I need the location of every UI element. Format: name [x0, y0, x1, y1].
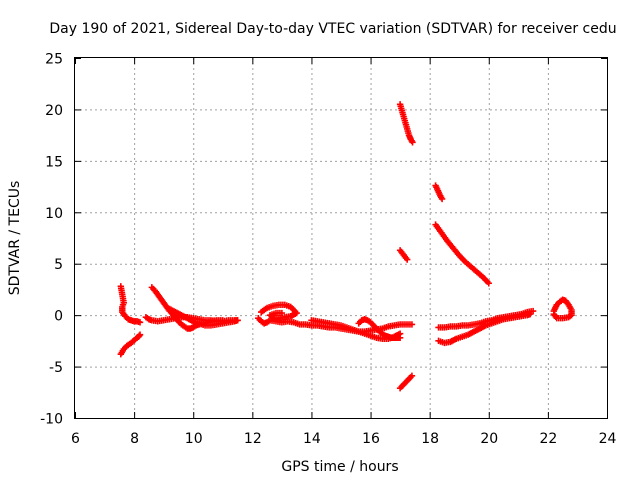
- plot-frame: [74, 57, 608, 419]
- data-point: [278, 309, 286, 317]
- data-point: [404, 256, 411, 263]
- y-tick-labels: -10 -5 0 5 10 15 20 25: [40, 52, 63, 428]
- series-arc-18.3-mid: [435, 307, 537, 331]
- series-arc-9.2: [166, 305, 241, 329]
- y-tick-label: -10: [40, 412, 63, 428]
- y-tick-label: -5: [49, 360, 63, 376]
- data-point: [438, 195, 446, 203]
- x-tick-labels: 6 8 10 12 14 16 18 20 22 24: [71, 431, 616, 447]
- series-arc-18.2-high: [432, 182, 446, 203]
- series-arc-22.5: [550, 296, 575, 322]
- series-arc-15.8: [355, 316, 404, 341]
- series-arc-18.2-decay: [432, 221, 492, 287]
- y-tick-label: 0: [54, 309, 63, 325]
- x-tick-label: 8: [130, 431, 139, 447]
- series-arc-7.5-bottom: [117, 331, 144, 358]
- data-point: [485, 280, 492, 287]
- data-point: [408, 321, 416, 328]
- data-point: [550, 310, 557, 318]
- y-tick-label: 20: [45, 103, 63, 119]
- grid-lines: [75, 58, 607, 418]
- x-tick-label: 18: [421, 431, 439, 447]
- y-axis-label: SDTVAR / TECUs: [7, 181, 23, 296]
- axis-ticks: [75, 58, 608, 419]
- data-point: [136, 331, 144, 338]
- x-tick-label: 6: [71, 431, 80, 447]
- chart-title: Day 190 of 2021, Sidereal Day-to-day VTE…: [49, 21, 616, 37]
- y-tick-label: 5: [54, 257, 63, 273]
- series-arc-17.0-top: [396, 101, 416, 146]
- x-axis-label: GPS time / hours: [281, 459, 398, 475]
- data-point: [136, 319, 144, 326]
- y-tick-label: 25: [45, 52, 63, 68]
- series-arc-17.0-mid: [396, 247, 411, 263]
- data-point: [234, 317, 241, 324]
- data-point: [408, 372, 416, 380]
- series-arc-17.0-low: [396, 372, 416, 392]
- y-tick-label: 15: [45, 154, 63, 170]
- x-tick-label: 12: [244, 431, 262, 447]
- series-arc-7.5-top: [117, 283, 144, 326]
- data-points: [117, 101, 575, 392]
- data-point: [396, 334, 404, 341]
- y-tick-label: 10: [45, 206, 63, 222]
- x-tick-label: 20: [480, 431, 498, 447]
- x-tick-label: 24: [599, 431, 617, 447]
- x-tick-label: 22: [539, 431, 557, 447]
- x-tick-label: 14: [303, 431, 321, 447]
- data-point: [409, 139, 416, 146]
- x-tick-label: 10: [185, 431, 203, 447]
- x-tick-label: 16: [362, 431, 380, 447]
- series-arc-12.4-bump: [258, 301, 300, 322]
- data-point: [529, 307, 537, 315]
